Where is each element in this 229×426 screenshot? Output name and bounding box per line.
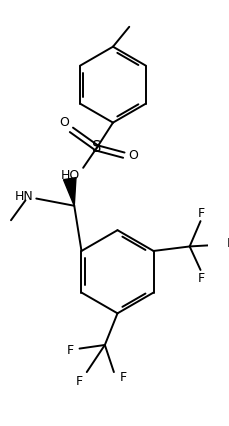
- Text: F: F: [226, 237, 229, 250]
- Text: HO: HO: [61, 169, 80, 181]
- Text: S: S: [92, 141, 101, 155]
- Text: F: F: [67, 344, 74, 357]
- Text: O: O: [127, 149, 137, 161]
- Text: F: F: [76, 374, 83, 388]
- Text: F: F: [119, 371, 126, 384]
- Text: HN: HN: [14, 190, 33, 203]
- Text: F: F: [197, 207, 204, 219]
- Text: O: O: [59, 116, 69, 129]
- Polygon shape: [63, 178, 76, 206]
- Text: F: F: [197, 273, 204, 285]
